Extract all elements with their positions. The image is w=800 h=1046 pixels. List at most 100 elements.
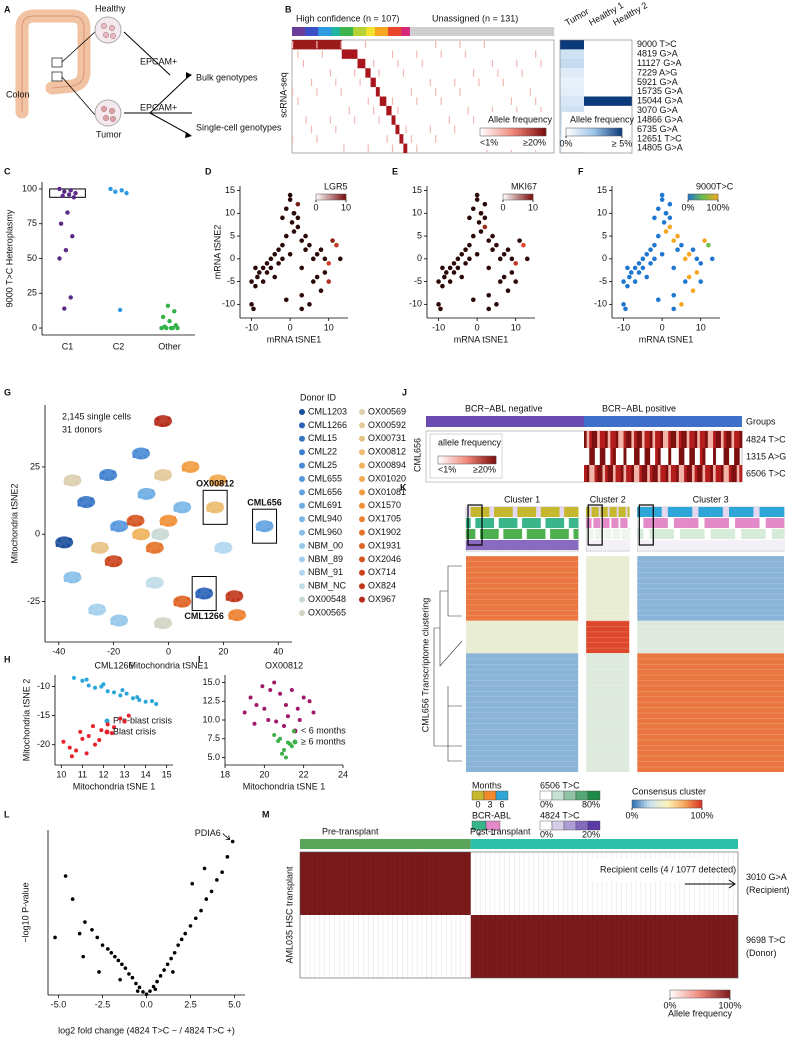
colorbar-segment [442,456,446,464]
texture [592,852,593,978]
cluster-highlight [638,504,654,546]
x-tick-label: 0 [475,322,480,332]
heatmap-cell [734,465,738,482]
point [260,279,266,284]
legend-label: OX00592 [368,420,406,430]
y-tick-label: -15 [37,710,50,720]
legend-label: 0 [475,799,480,809]
bulk-cell [608,58,632,69]
cell-dot [132,535,136,539]
x-axis-label: log2 fold change (4824 T>C − / 4824 T>C … [58,1025,235,1035]
point [176,943,180,947]
heatmap-cell [691,431,695,448]
epcam-label: EPCAM+ [140,56,177,66]
group-bar [392,27,398,36]
texture [466,556,788,557]
point [307,699,312,704]
group-bar [523,27,529,36]
heatmap-cell [665,431,669,448]
cell-dot [175,598,179,602]
colorbar-segment [696,800,700,808]
y-tick-label: 0 [35,529,40,539]
annotation-cell [573,518,579,528]
sample-label: Tumor [563,6,590,27]
annotation-cell [741,529,748,539]
annotation-cell [623,540,626,550]
y-tick-label: 25 [27,288,37,298]
point [151,984,156,989]
heatmap-speck [540,106,542,115]
heatmap-speck [405,125,407,134]
point [77,931,82,936]
texture [548,852,549,978]
heatmap-speck [454,78,456,87]
cell-dot [76,475,81,480]
cell-dot [132,523,137,527]
cell-dot [220,550,224,554]
colorbar-segment [521,194,524,200]
heatmap-cell [702,431,706,448]
colorbar-segment [696,194,699,200]
colorbar-segment [535,128,539,136]
texture [733,852,734,978]
cell-dot [172,516,177,520]
x-tick-label: -40 [52,646,65,656]
annotation-cell [625,529,628,539]
heatmap-cell [618,465,622,482]
legend-label: 3 [487,799,492,809]
colorbar-segment [615,128,618,136]
point [268,256,274,262]
legend-swatch [292,739,298,745]
texture [640,852,642,978]
annotation-cell [673,529,681,539]
colorbar-segment [502,128,506,136]
colorbar-title: MKI67 [511,181,537,191]
heatmap-cell [660,465,664,482]
colorbar-segment [566,128,569,136]
x-tick-label: C1 [62,341,74,351]
colorbar-segment [584,128,588,136]
sample-box [51,71,63,82]
heatmap-cell [699,431,703,448]
point [291,729,296,734]
colorbar-segment [716,194,719,200]
y-tick-label: -5 [227,276,235,286]
point [155,979,159,984]
heatmap-cell [639,465,643,482]
bulk-cell [584,68,608,78]
y-axis-label: scRNA-seq [278,72,288,118]
heatmap-block [470,915,738,978]
group-bar [514,27,520,36]
colorbar-segment [321,194,323,200]
colorbar-segment [715,990,718,998]
panel-label: H [4,654,11,664]
colorbar-segment [684,800,688,808]
point [295,201,301,207]
x-tick-label: 5.0 [228,999,241,1009]
box [49,188,86,198]
colorbar-segment [704,194,706,200]
point [299,306,305,312]
bulk-cell [560,87,584,97]
panel-label: E [392,166,398,176]
annotation-cell [598,518,601,528]
legend-swatch [359,462,365,469]
cell-dot [154,624,158,628]
texture [553,852,554,978]
heatmap-cell [702,465,706,482]
colorbar-segment [518,128,522,136]
cell-dot [143,535,147,539]
annotation-cell [545,518,551,528]
connector [61,76,96,116]
legend-label: CML655 [308,473,342,483]
colorbar-segment [714,194,716,200]
colorbar-segment [722,990,726,998]
colorbar-segment [669,800,674,808]
colorbar-segment [523,194,525,200]
cell [100,105,108,113]
texture [679,852,681,978]
annotation-arrow [222,833,231,840]
x-tick-label: 10 [324,322,334,332]
texture [466,561,788,562]
heatmap-cell [612,431,616,448]
